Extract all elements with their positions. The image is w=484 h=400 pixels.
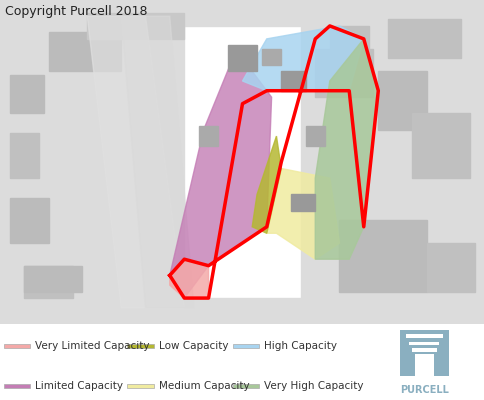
- Bar: [411, 352, 414, 376]
- Bar: [10, 74, 44, 114]
- Bar: [3, 384, 30, 388]
- Bar: [411, 114, 469, 178]
- Bar: [232, 384, 258, 388]
- Bar: [24, 266, 73, 298]
- Bar: [281, 71, 305, 91]
- Bar: [411, 352, 436, 354]
- Polygon shape: [266, 168, 339, 259]
- Bar: [0, 298, 484, 324]
- Text: Very Limited Capacity: Very Limited Capacity: [35, 341, 150, 351]
- Bar: [227, 45, 257, 71]
- Bar: [404, 338, 408, 376]
- Bar: [399, 330, 448, 334]
- Text: PURCELL: PURCELL: [399, 386, 448, 395]
- Bar: [305, 126, 324, 146]
- Text: Low Capacity: Low Capacity: [159, 341, 228, 351]
- Bar: [87, 13, 184, 39]
- Polygon shape: [87, 16, 184, 308]
- Bar: [442, 330, 448, 376]
- Text: High Capacity: High Capacity: [264, 341, 337, 351]
- Bar: [439, 338, 443, 376]
- Bar: [261, 49, 281, 65]
- Bar: [24, 266, 82, 292]
- Bar: [0, 0, 484, 26]
- Text: Medium Capacity: Medium Capacity: [159, 381, 249, 391]
- Polygon shape: [252, 136, 281, 233]
- Bar: [339, 220, 426, 292]
- Text: Limited Capacity: Limited Capacity: [35, 381, 123, 391]
- Bar: [399, 330, 405, 376]
- Bar: [232, 344, 258, 348]
- Bar: [387, 20, 460, 58]
- Bar: [329, 26, 368, 58]
- Bar: [290, 194, 315, 210]
- Bar: [0, 0, 184, 324]
- Bar: [436, 345, 439, 376]
- Bar: [127, 344, 153, 348]
- Bar: [433, 352, 436, 376]
- Bar: [315, 49, 373, 97]
- Polygon shape: [315, 39, 378, 259]
- Bar: [408, 345, 411, 376]
- Bar: [408, 345, 439, 348]
- Bar: [127, 384, 153, 388]
- Bar: [300, 0, 484, 324]
- Bar: [10, 133, 39, 178]
- Text: Very High Capacity: Very High Capacity: [264, 381, 363, 391]
- Bar: [48, 32, 121, 71]
- Bar: [404, 338, 443, 342]
- Bar: [198, 126, 218, 146]
- Polygon shape: [121, 16, 194, 308]
- Text: Copyright Purcell 2018: Copyright Purcell 2018: [5, 5, 147, 18]
- Bar: [3, 344, 30, 348]
- Polygon shape: [169, 58, 271, 298]
- Bar: [378, 71, 426, 130]
- Polygon shape: [169, 259, 208, 298]
- Bar: [426, 243, 474, 292]
- Bar: [10, 198, 48, 243]
- Polygon shape: [242, 26, 363, 91]
